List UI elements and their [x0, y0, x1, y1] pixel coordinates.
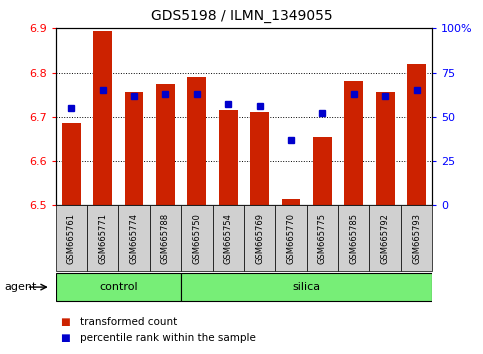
FancyBboxPatch shape — [275, 205, 307, 271]
Bar — [219, 110, 238, 205]
Bar — [376, 92, 395, 205]
Bar — [407, 64, 426, 205]
Text: percentile rank within the sample: percentile rank within the sample — [80, 333, 256, 343]
Bar — [344, 81, 363, 205]
FancyBboxPatch shape — [87, 205, 118, 271]
Bar — [313, 137, 332, 205]
Text: silica: silica — [293, 282, 321, 292]
Bar — [282, 199, 300, 205]
FancyBboxPatch shape — [213, 205, 244, 271]
Text: GSM665793: GSM665793 — [412, 212, 421, 264]
Text: GSM665792: GSM665792 — [381, 213, 390, 263]
FancyBboxPatch shape — [338, 205, 369, 271]
Text: transformed count: transformed count — [80, 317, 177, 327]
Text: control: control — [99, 282, 138, 292]
FancyBboxPatch shape — [118, 205, 150, 271]
FancyBboxPatch shape — [307, 205, 338, 271]
Bar — [62, 124, 81, 205]
Text: GSM665754: GSM665754 — [224, 213, 233, 263]
FancyBboxPatch shape — [244, 205, 275, 271]
FancyBboxPatch shape — [150, 205, 181, 271]
Text: GSM665769: GSM665769 — [255, 212, 264, 264]
Text: GSM665771: GSM665771 — [98, 212, 107, 264]
FancyBboxPatch shape — [369, 205, 401, 271]
Bar — [93, 30, 112, 205]
Text: agent: agent — [5, 282, 37, 292]
Text: GSM665785: GSM665785 — [349, 212, 358, 264]
FancyBboxPatch shape — [181, 205, 213, 271]
Text: GSM665750: GSM665750 — [192, 213, 201, 263]
Text: GSM665775: GSM665775 — [318, 212, 327, 264]
Text: ■: ■ — [60, 317, 70, 327]
FancyBboxPatch shape — [401, 205, 432, 271]
Bar — [156, 84, 175, 205]
Text: ■: ■ — [60, 333, 70, 343]
Bar — [125, 92, 143, 205]
Text: GSM665774: GSM665774 — [129, 212, 139, 264]
Text: GDS5198 / ILMN_1349055: GDS5198 / ILMN_1349055 — [151, 9, 332, 23]
Text: GSM665788: GSM665788 — [161, 212, 170, 264]
Text: GSM665770: GSM665770 — [286, 212, 296, 264]
FancyBboxPatch shape — [56, 205, 87, 271]
Bar — [250, 112, 269, 205]
Text: GSM665761: GSM665761 — [67, 212, 76, 264]
FancyBboxPatch shape — [56, 273, 181, 301]
Bar — [187, 77, 206, 205]
FancyBboxPatch shape — [181, 273, 432, 301]
